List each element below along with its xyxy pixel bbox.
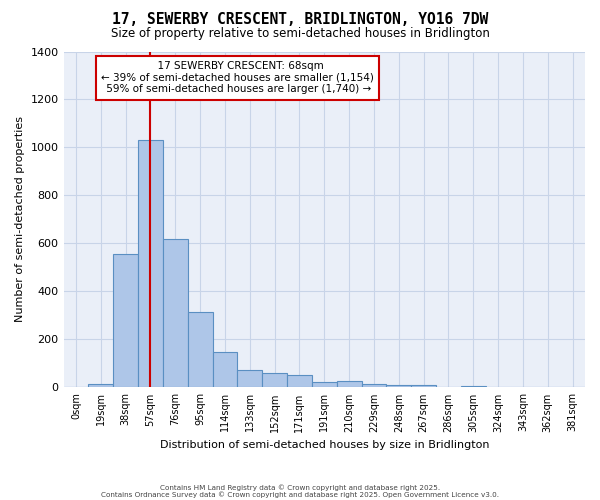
- Text: Contains Ordnance Survey data © Crown copyright and database right 2025. Open Go: Contains Ordnance Survey data © Crown co…: [101, 492, 499, 498]
- Text: 17 SEWERBY CRESCENT: 68sqm
← 39% of semi-detached houses are smaller (1,154)
 59: 17 SEWERBY CRESCENT: 68sqm ← 39% of semi…: [101, 61, 374, 94]
- Bar: [188, 312, 212, 388]
- Text: 17, SEWERBY CRESCENT, BRIDLINGTON, YO16 7DW: 17, SEWERBY CRESCENT, BRIDLINGTON, YO16 …: [112, 12, 488, 28]
- Bar: [362, 384, 386, 388]
- X-axis label: Distribution of semi-detached houses by size in Bridlington: Distribution of semi-detached houses by …: [160, 440, 489, 450]
- Bar: [337, 380, 362, 388]
- Bar: [212, 352, 238, 388]
- Bar: [287, 375, 312, 388]
- Text: Size of property relative to semi-detached houses in Bridlington: Size of property relative to semi-detach…: [110, 28, 490, 40]
- Bar: [138, 140, 163, 388]
- Bar: [163, 238, 188, 388]
- Bar: [113, 254, 138, 388]
- Text: Contains HM Land Registry data © Crown copyright and database right 2025.: Contains HM Land Registry data © Crown c…: [160, 484, 440, 491]
- Bar: [262, 373, 287, 388]
- Y-axis label: Number of semi-detached properties: Number of semi-detached properties: [15, 116, 25, 322]
- Bar: [386, 385, 411, 388]
- Bar: [461, 386, 485, 388]
- Bar: [312, 382, 337, 388]
- Bar: [411, 385, 436, 388]
- Bar: [238, 370, 262, 388]
- Bar: [88, 384, 113, 388]
